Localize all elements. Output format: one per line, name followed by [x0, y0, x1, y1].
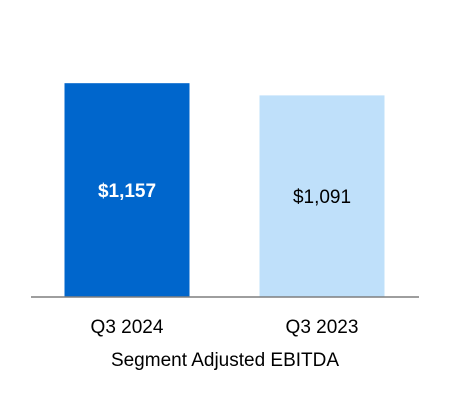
data-label: $1,157	[98, 181, 156, 202]
x-axis-title: Segment Adjusted EBITDA	[111, 350, 339, 371]
labels-layer: $1,157 $1,091	[98, 181, 351, 208]
bars-layer	[64, 83, 385, 297]
ticks-layer: Q3 2024 Q3 2023	[91, 317, 359, 338]
x-tick-label: Q3 2024	[91, 317, 164, 338]
bar-q3-2024	[64, 83, 190, 297]
bar-q3-2023	[259, 95, 385, 297]
x-tick-label: Q3 2023	[286, 317, 359, 338]
data-label: $1,091	[293, 187, 351, 208]
